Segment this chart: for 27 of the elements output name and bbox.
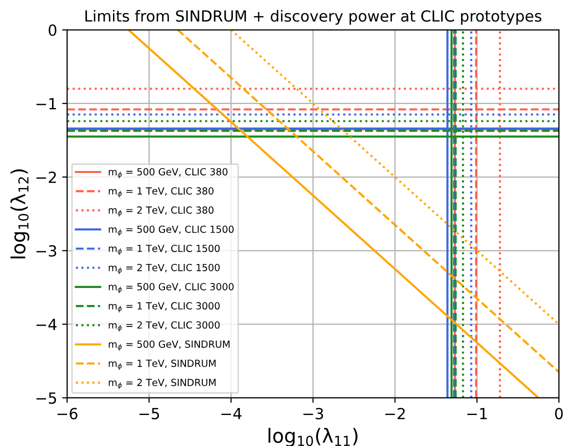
x-tick-label: −5: [139, 408, 160, 420]
x-tick-label: 0: [555, 408, 563, 420]
x-tick-label: −2: [385, 408, 405, 420]
x-tick-label: −3: [303, 408, 324, 420]
y-tick-label: −3: [36, 245, 56, 257]
y-tick-label: −1: [36, 98, 56, 110]
legend-label: m$_{ϕ}$ = 2 TeV, SINDRUM: [108, 378, 216, 390]
legend-label: m$_{ϕ}$ = 500 GeV, CLIC 1500: [108, 226, 234, 236]
legend-label: m$_{ϕ}$ = 1 TeV, CLIC 1500: [108, 244, 220, 255]
legend-label: m$_{ϕ}$ = 500 GeV, CLIC 3000: [108, 283, 234, 294]
legend-label: m$_{ϕ}$ = 1 TeV, CLIC 3000: [108, 302, 220, 312]
x-tick-label: −4: [221, 408, 242, 420]
x-tick-label: −1: [467, 408, 487, 420]
y-tick-label: 0: [48, 24, 56, 36]
legend-label: m$_{ϕ}$ = 2 TeV, CLIC 1500: [108, 264, 220, 274]
legend-label: m$_{ϕ}$ = 2 TeV, CLIC 380: [108, 206, 214, 217]
chart-title: Limits from SINDRUM + discovery power at CLIC prototypes: [85, 10, 542, 25]
y-tick-label: −4: [36, 318, 57, 330]
legend-label: m$_{ϕ}$ = 500 GeV, SINDRUM: [108, 340, 230, 351]
x-tick-label: −6: [57, 408, 78, 420]
y-tick-label: −2: [36, 172, 56, 183]
legend-label: m$_{ϕ}$ = 500 GeV, CLIC 380: [108, 168, 228, 178]
y-axis-title: log$_{10}$(λ$_{12}$): [10, 169, 30, 258]
legend-label: m$_{ϕ}$ = 1 TeV, SINDRUM: [108, 360, 216, 370]
y-tick-label: −5: [36, 392, 56, 404]
legend-label: m$_{ϕ}$ = 1 TeV, CLIC 380: [108, 187, 214, 198]
legend-label: m$_{ϕ}$ = 2 TeV, CLIC 3000: [108, 321, 220, 332]
